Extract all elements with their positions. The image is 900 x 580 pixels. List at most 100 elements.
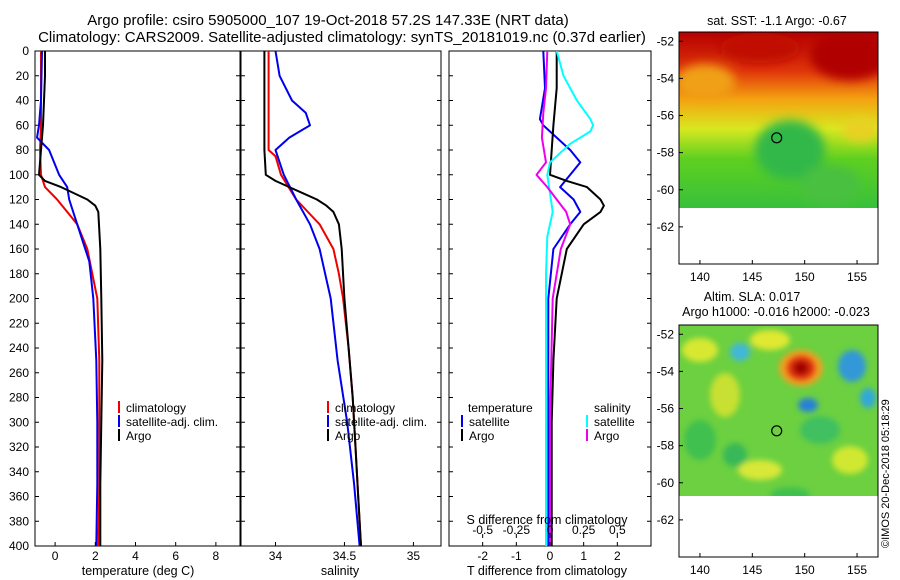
depth-tick-label: 140 [9,217,29,231]
lon-tick-label: 155 [847,563,867,577]
depth-tick-label: 260 [9,366,29,380]
depth-tick-label: 100 [9,168,29,182]
title-line-2: Climatology: CARS2009. Satellite-adjuste… [38,29,646,46]
x-tick-label: 6 [172,549,179,563]
lat-tick-label: -62 [657,513,675,527]
depth-tick-label: 380 [9,514,29,528]
sst-map-frame [678,31,879,265]
sst-map-title: sat. SST: -1.1 Argo: -0.67 [707,14,847,28]
sla-cyan-patch [838,350,866,382]
salinity-plot-frame [240,50,442,547]
lat-tick-label: -54 [657,364,675,378]
legend-s-argo-label: Argo [594,429,620,443]
lon-tick-label: 145 [742,563,762,577]
title-line-1: Argo profile: csiro 5905000_107 19-Oct-2… [87,12,568,29]
sst-hot-patch [810,32,878,80]
lat-tick-label: -56 [657,402,675,416]
series-line-climatology [267,51,362,546]
sla-yellow-patch [682,338,718,362]
salinity-plot [263,51,362,546]
x2-tick-label: 0.25 [572,523,596,537]
depth-tick-label: 320 [9,440,29,454]
x-tick-label: 2 [92,549,99,563]
x2-tick-label: 0.5 [609,523,626,537]
difference-legend: temperature satellite Argo salinity sate… [461,401,635,443]
sla-green-patch [723,443,747,467]
lat-tick-label: -60 [657,183,675,197]
legend-satellite-label: satellite-adj. clim. [335,415,427,429]
depth-tick-label: 220 [9,316,29,330]
legend-climatology-label: climatology [126,401,186,415]
series-line-salinity-argo [535,51,572,546]
lat-tick-label: -62 [657,220,675,234]
lat-tick-label: -52 [657,34,675,48]
sla-map-frame [678,324,879,558]
depth-axis: 0 20 40 60 80 100 120 140 160 180 200 220 240 260 280 3… [9,44,651,553]
depth-tick-label: 160 [9,242,29,256]
depth-tick-label: 180 [9,267,29,281]
lat-tick-label: -58 [657,146,675,160]
sla-map-title: Altim. SLA: 0.017 [704,290,801,304]
x2-tick-label: -0.5 [472,523,493,537]
sst-map [679,32,878,264]
depth-tick-label: 340 [9,465,29,479]
sla-eddy [787,356,815,380]
series-line-satellite-adj-clim- [274,51,361,546]
sla-yellow-patch [832,446,868,474]
imos-watermark: ©IMOS 20-Dec-2018 05:18:29 [880,399,892,548]
sla-yellow-patch [738,460,782,480]
depth-tick-label: 240 [9,341,29,355]
difference-plot [535,51,605,546]
x2-tick-label: 0 [547,523,554,537]
series-line-argo [263,51,362,546]
legend-satellite-label: satellite-adj. clim. [126,415,218,429]
depth-tick-label: 20 [16,69,30,83]
sst-float-marker [771,132,783,144]
lon-tick-label: 140 [690,270,710,284]
series-line-argo [38,51,104,546]
depth-tick-label: 80 [16,143,30,157]
depth-tick-label: 400 [9,539,29,553]
sla-map [679,325,878,557]
sst-hot-patch [720,33,800,63]
x-tick-label: 2 [614,549,621,563]
depth-tick-label: 300 [9,415,29,429]
temperature-plot [36,51,104,546]
sla-cyan-patch [860,388,876,408]
sst-warm-patch [842,118,878,142]
temperature-plot-frame [34,50,241,547]
x-tick-label: 0 [547,549,554,563]
series-line-salinity-satellite [545,51,595,546]
x-tick-label: -1 [511,549,522,563]
lat-tick-label: -60 [657,476,675,490]
depth-tick-label: 120 [9,193,29,207]
lon-tick-label: 140 [690,563,710,577]
depth-tick-label: 280 [9,391,29,405]
sla-eddy-core [793,361,809,375]
series-line-climatology [39,51,101,546]
legend-temperature-title: temperature [468,401,533,415]
legend-t-argo-label: Argo [469,429,495,443]
legend-argo-label: Argo [335,429,361,443]
sla-green-patch [684,420,716,460]
t-difference-x-label: T difference from climatology [467,564,628,578]
sst-no-data [679,208,878,264]
sst-cool-patch [800,165,860,205]
legend-t-satellite-label: satellite [469,415,510,429]
legend-s-satellite-label: satellite [594,415,635,429]
sla-green-patch [800,416,840,444]
legend-argo-label: Argo [126,429,152,443]
sst-map-axes: 140 145 150 155 -52 -54 -56 -58 -60 -62 [657,34,868,284]
s-difference-x-label: S difference from climatology [467,513,629,527]
lon-tick-label: 155 [847,270,867,284]
x-tick-label: 8 [213,549,220,563]
depth-tick-label: 60 [16,118,30,132]
depth-tick-label: 0 [22,44,29,58]
x-tick-label: 1 [580,549,587,563]
x-tick-label: 0 [52,549,59,563]
x-tick-label: -2 [477,549,488,563]
sst-warm-patch [679,64,735,100]
x2-tick-label: -0.25 [503,523,531,537]
legend-climatology-label: climatology [335,401,395,415]
